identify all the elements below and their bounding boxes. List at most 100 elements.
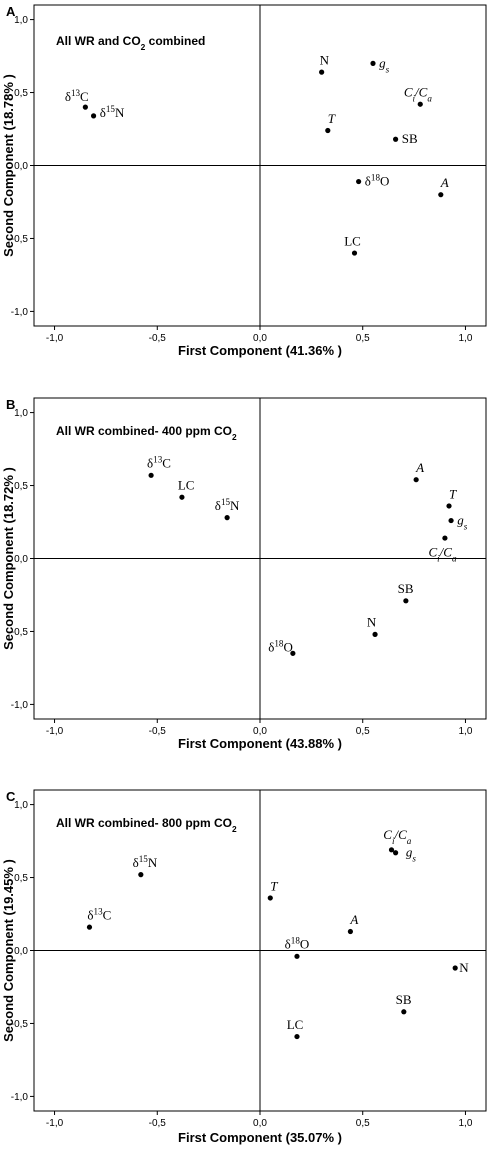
x-tick-label: 0,5 [356, 333, 370, 344]
y-tick-label: 0,0 [14, 554, 28, 565]
point-label-gs: gs [406, 845, 417, 864]
data-point-d13c [82, 104, 88, 110]
data-point-lc [294, 1033, 300, 1040]
panel-title: All WR combined- 400 ppm CO2 [56, 424, 237, 442]
data-point-sb [393, 136, 399, 142]
point-label-d13c: δ13C [87, 906, 111, 922]
data-point-d18o [356, 178, 362, 185]
point-label-d18o: δ18O [268, 639, 293, 655]
pca-panel-a: A -1,0 -1,0 -0,5 -0,5 0,0 0,0 0,5 0,5 1,0 1,0 First… [1, 4, 487, 358]
x-tick-label: 1,0 [459, 1118, 473, 1129]
y-axis-label: Second Component (18.72% ) [1, 467, 16, 650]
y-tick-label: -0,5 [11, 1019, 29, 1030]
data-point-d13c [148, 472, 154, 478]
data-point-d18o [290, 650, 296, 656]
point-label-d15n: δ15N [133, 854, 158, 870]
point-label-a: A [349, 912, 358, 927]
data-point-cica [442, 535, 448, 541]
y-tick-label: 0,5 [14, 88, 28, 99]
point-label-d15n: δ15N [100, 104, 125, 120]
point-label-cica: Ci/Ca [428, 545, 457, 564]
data-point-gs [370, 60, 376, 66]
y-tick-label: 1,0 [14, 408, 28, 419]
x-tick-label: 0,5 [356, 726, 370, 737]
y-tick-label: -1,0 [11, 307, 29, 318]
data-point-d18o [294, 953, 300, 959]
data-point-d15n [90, 113, 97, 119]
point-label-lc: LC [287, 1017, 304, 1032]
data-point-a [413, 477, 419, 483]
point-label-n: N [367, 615, 377, 630]
x-tick-label: -1,0 [46, 333, 64, 344]
data-point-d15n [138, 872, 144, 878]
point-label-a: A [415, 460, 424, 475]
data-point-gs [393, 850, 399, 856]
panel-title: All WR and CO2 combined [56, 34, 205, 52]
point-label-d13c: δ13C [147, 455, 171, 471]
y-tick-label: 0,5 [14, 481, 28, 492]
data-point-sb [401, 1009, 407, 1015]
y-tick-label: 0,0 [14, 161, 28, 172]
x-tick-label: -1,0 [46, 726, 64, 737]
data-point-d15n [224, 515, 230, 521]
panel-letter: C [6, 789, 16, 804]
x-tick-label: 0,0 [253, 333, 267, 344]
x-tick-label: 0,0 [253, 726, 267, 737]
y-tick-label: 0,0 [14, 946, 28, 957]
point-label-d13c: δ13C [65, 88, 89, 104]
point-label-cica: Ci/Ca [404, 85, 433, 104]
point-label-lc: LC [344, 233, 361, 248]
point-label-sb: SB [396, 992, 412, 1007]
y-axis-label: Second Component (19.45% ) [1, 859, 16, 1042]
y-axis-label: Second Component (18.78% ) [1, 74, 16, 257]
x-tick-label: 1,0 [459, 726, 473, 737]
point-label-lc: LC [178, 478, 195, 493]
x-tick-label: -0,5 [149, 726, 167, 737]
point-label-t: T [328, 111, 336, 126]
point-label-t: T [449, 486, 457, 501]
point-label-d15n: δ15N [215, 497, 240, 513]
x-axis-label: First Component (43.88% ) [178, 736, 342, 751]
point-label-n: N [320, 52, 330, 67]
point-label-t: T [270, 878, 278, 893]
data-point-cica [417, 101, 423, 107]
panel-title: All WR combined- 800 ppm CO2 [56, 816, 237, 834]
data-point-sb [403, 598, 409, 604]
point-label-gs: gs [457, 513, 468, 532]
pca-panel-c: C -1,0 -1,0 -0,5 -0,5 0,0 0,0 0,5 0,5 1,0 1,0 First… [1, 789, 487, 1145]
data-point-t [325, 127, 331, 134]
y-tick-label: -0,5 [11, 627, 29, 638]
data-point-a [347, 928, 353, 935]
point-label-d18o: δ18O [285, 936, 310, 952]
x-tick-label: -0,5 [149, 333, 167, 344]
data-point-cica [388, 847, 395, 853]
point-label-gs: gs [379, 55, 390, 74]
point-label-d18o: δ18O [365, 173, 390, 189]
x-axis-label: First Component (35.07% ) [178, 1130, 342, 1145]
panel-letter: A [6, 4, 16, 19]
point-label-sb: SB [402, 131, 418, 146]
data-point-n [452, 965, 458, 971]
x-axis-label: First Component (41.36% ) [178, 343, 342, 358]
data-point-n [319, 69, 325, 75]
pca-panel-b: B -1,0 -1,0 -0,5 -0,5 0,0 0,0 0,5 0,5 1,0 1,0 First… [1, 397, 487, 751]
data-point-n [372, 631, 378, 637]
point-label-a: A [440, 175, 449, 190]
data-point-gs [448, 517, 454, 524]
y-tick-label: 0,5 [14, 873, 28, 884]
point-label-n: N [459, 960, 469, 975]
data-point-t [267, 895, 273, 901]
data-point-lc [351, 250, 358, 256]
x-tick-label: 1,0 [459, 333, 473, 344]
y-tick-label: 1,0 [14, 800, 28, 811]
y-tick-label: 1,0 [14, 15, 28, 26]
data-point-lc [179, 494, 185, 500]
y-tick-label: -0,5 [11, 234, 29, 245]
point-label-sb: SB [398, 581, 414, 596]
x-tick-label: -0,5 [149, 1118, 167, 1129]
data-point-a [438, 192, 444, 198]
data-point-t [446, 503, 452, 509]
panel-letter: B [6, 397, 15, 412]
point-label-cica: Ci/Ca [383, 827, 412, 846]
